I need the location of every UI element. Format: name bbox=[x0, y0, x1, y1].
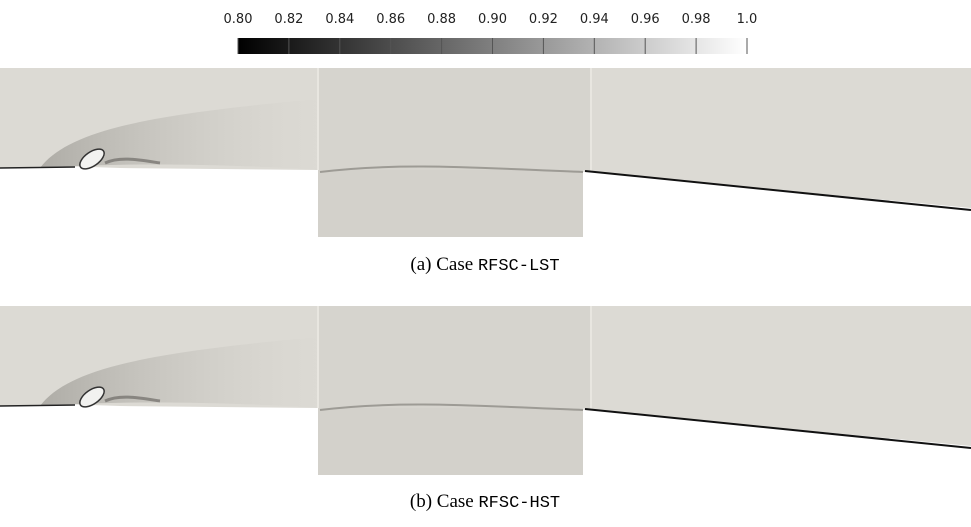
tick-label: 0.86 bbox=[376, 12, 405, 27]
caption: (a) Case RFSC-LST bbox=[410, 254, 559, 276]
field-panel bbox=[0, 66, 971, 239]
caption: (b) Case RFSC-HST bbox=[410, 491, 560, 513]
field-panel bbox=[0, 304, 971, 477]
tick-label: 0.90 bbox=[478, 12, 507, 27]
caption-prefix: (b) Case bbox=[410, 491, 474, 512]
caption-prefix: (a) Case bbox=[410, 254, 473, 275]
tick-label: 0.98 bbox=[682, 12, 711, 27]
tick-label: 1.0 bbox=[737, 12, 758, 27]
caption-code: RFSC-HST bbox=[478, 494, 560, 513]
tick-label: 0.84 bbox=[325, 12, 354, 27]
tick-label: 0.92 bbox=[529, 12, 558, 27]
tick-label: 0.96 bbox=[631, 12, 660, 27]
colorbar-ticks: 0.80 0.82 0.84 0.86 0.88 0.90 0.92 0.94 0.96 0.98… bbox=[224, 12, 758, 54]
tick-label: 0.94 bbox=[580, 12, 609, 27]
tick-label: 0.80 bbox=[224, 12, 253, 27]
tick-label: 0.82 bbox=[274, 12, 303, 27]
tick-label: 0.88 bbox=[427, 12, 456, 27]
caption-code: RFSC-LST bbox=[478, 257, 560, 276]
